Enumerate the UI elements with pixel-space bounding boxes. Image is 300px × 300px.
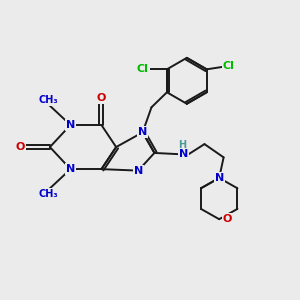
Text: N: N (66, 164, 75, 174)
Text: N: N (134, 166, 143, 176)
Text: Cl: Cl (137, 64, 149, 74)
Text: O: O (97, 94, 106, 103)
Text: CH₃: CH₃ (39, 189, 58, 199)
Text: H: H (178, 140, 187, 150)
Text: CH₃: CH₃ (39, 95, 58, 105)
Text: O: O (223, 214, 232, 224)
Text: O: O (16, 142, 25, 152)
Text: N: N (138, 127, 147, 137)
Text: Cl: Cl (223, 61, 235, 71)
Text: N: N (214, 173, 224, 183)
Text: N: N (66, 120, 75, 130)
Text: N: N (179, 149, 188, 159)
